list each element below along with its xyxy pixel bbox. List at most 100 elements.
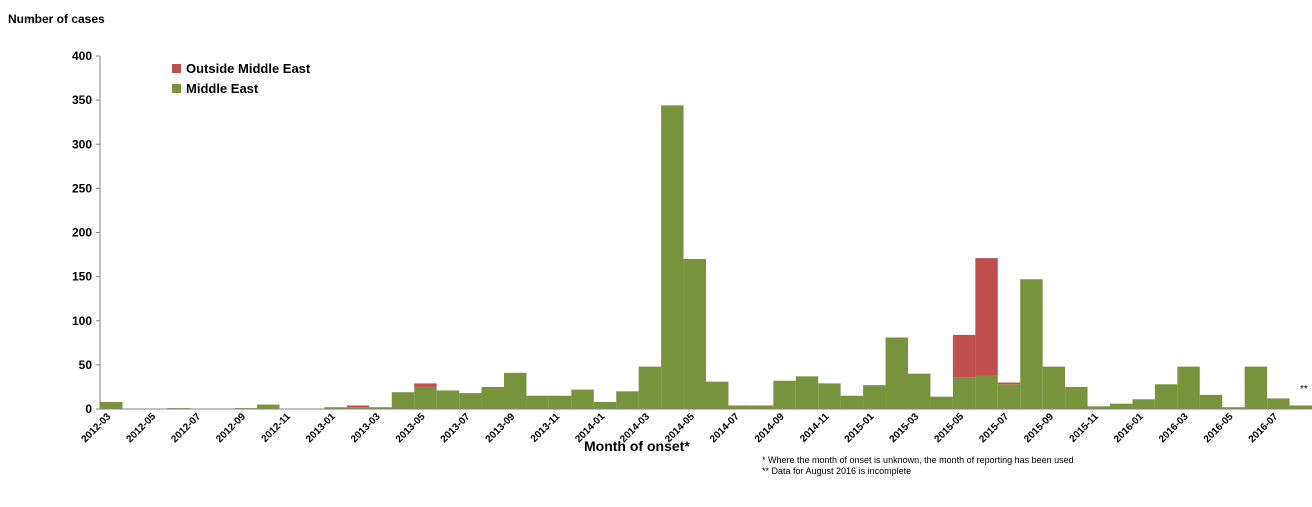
- bar-middle-east-2015-10: [1065, 386, 1088, 409]
- legend-label-middle-east: Middle East: [186, 80, 259, 96]
- bar-middle-east-2016-08: [1289, 405, 1312, 409]
- bar-middle-east-2015-07: [997, 384, 1021, 409]
- legend-swatch-outside-middle-east: [172, 63, 181, 73]
- bar-middle-east-2016-07: [1267, 398, 1290, 409]
- x-axis: 2012-03 2012-05 2012-07 2012-09 2012-11 2013-…: [80, 408, 1312, 445]
- bar-middle-east-2013-05: [414, 386, 437, 409]
- x-tick-label: 2014-09: [753, 411, 787, 445]
- x-tick-label: 2013-07: [439, 411, 473, 445]
- bar-middle-east-2014-03: [638, 366, 662, 409]
- bar-middle-east-2016-06: [1244, 366, 1268, 409]
- bar-middle-east-2014-02: [616, 391, 639, 409]
- x-tick-label: 2016-01: [1112, 411, 1146, 445]
- y-tick-label: 0: [85, 402, 92, 416]
- x-tick-label: 2013-11: [529, 411, 563, 445]
- bar-middle-east-2015-11: [1087, 406, 1110, 409]
- bar-middle-east-2014-06: [706, 381, 729, 409]
- x-tick-label: 2015-09: [1022, 411, 1056, 445]
- bar-middle-east-2012-03: [100, 401, 123, 409]
- y-tick-label: 350: [72, 93, 92, 107]
- bar-middle-east-2016-05: [1222, 407, 1245, 409]
- x-tick-label: 2015-11: [1068, 411, 1102, 445]
- bar-middle-east-2015-01: [863, 385, 886, 409]
- bar-outside-middle-east-2015-06: [975, 258, 998, 376]
- y-tick-label: 50: [79, 358, 93, 372]
- bar-middle-east-2012-10: [257, 404, 280, 409]
- bar-middle-east-2014-01: [593, 401, 617, 409]
- legend-swatch-middle-east: [172, 83, 181, 93]
- x-tick-label: 2016-05: [1202, 411, 1236, 445]
- x-tick-label: 2016-07: [1247, 411, 1281, 445]
- bar-middle-east-2014-07: [728, 405, 751, 409]
- bar-outside-middle-east-2015-05: [952, 334, 976, 378]
- bar-middle-east-2016-04: [1199, 394, 1223, 409]
- incomplete-data-marker: **: [1300, 384, 1308, 395]
- bar-middle-east-2013-02: [346, 407, 370, 409]
- bar-outside-middle-east-2015-07: [997, 382, 1021, 385]
- x-tick-label: 2015-03: [888, 411, 922, 445]
- bar-middle-east-2013-01: [324, 407, 347, 409]
- y-tick-label: 300: [72, 137, 92, 151]
- x-tick-label: 2012-09: [214, 411, 248, 445]
- bar-middle-east-2014-09: [773, 380, 796, 409]
- x-tick-label: 2013-01: [304, 411, 338, 445]
- footnote-incomplete: ** Data for August 2016 is incomplete: [762, 466, 912, 476]
- y-tick-label: 400: [72, 49, 92, 63]
- bar-middle-east-2016-01: [1132, 399, 1155, 409]
- bar-middle-east-2015-05: [952, 377, 976, 409]
- x-tick-label: 2012-11: [260, 411, 294, 445]
- bar-middle-east-2014-08: [750, 405, 774, 409]
- bar-middle-east-2016-03: [1177, 366, 1200, 409]
- bar-outside-middle-east-2013-05: [414, 383, 437, 387]
- x-tick-label: 2016-03: [1157, 411, 1191, 445]
- y-tick-label: 250: [72, 181, 92, 195]
- y-axis: 0 50 100 150 200 250 300 350 400: [72, 49, 101, 416]
- bar-middle-east-2013-11: [548, 395, 572, 409]
- x-tick-label: 2015-05: [933, 411, 967, 445]
- x-tick-label: 2013-09: [484, 411, 518, 445]
- legend: Outside Middle East Middle East: [172, 58, 310, 98]
- bar-middle-east-2013-04: [391, 392, 415, 409]
- bar-middle-east-2015-04: [930, 396, 953, 409]
- bar-middle-east-2013-03: [369, 407, 392, 409]
- bar-middle-east-2014-05: [683, 258, 706, 409]
- bar-middle-east-2014-04: [661, 105, 684, 410]
- x-tick-label: 2013-05: [394, 411, 428, 445]
- bar-middle-east-2015-03: [908, 373, 931, 409]
- legend-label-outside-middle-east: Outside Middle East: [186, 60, 311, 76]
- x-axis-title: Month of onset*: [584, 438, 690, 454]
- legend-item-outside-middle-east: Outside Middle East: [172, 58, 310, 78]
- x-tick-label: 2015-07: [977, 411, 1011, 445]
- bar-middle-east-2013-10: [526, 395, 549, 409]
- x-tick-label: 2012-03: [80, 411, 114, 445]
- bar-middle-east-2015-08: [1020, 279, 1043, 409]
- bar-middle-east-2015-02: [885, 337, 908, 409]
- x-tick-label: 2015-01: [843, 411, 877, 445]
- bar-middle-east-2014-10: [795, 376, 819, 409]
- y-tick-label: 200: [72, 226, 92, 240]
- bar-middle-east-2013-07: [459, 393, 482, 409]
- bar-middle-east-2015-06: [975, 375, 998, 409]
- x-tick-label: 2012-07: [169, 411, 203, 445]
- bar-middle-east-2013-12: [571, 389, 594, 409]
- y-tick-label: 100: [72, 314, 92, 328]
- bar-middle-east-2014-11: [818, 383, 841, 409]
- bar-middle-east-2015-12: [1110, 403, 1133, 409]
- bar-middle-east-2013-08: [481, 386, 504, 409]
- bar-outside-middle-east-2013-02: [346, 405, 370, 408]
- bar-middle-east-2015-09: [1042, 366, 1066, 409]
- bar-middle-east-2014-12: [840, 395, 864, 409]
- bar-middle-east-2013-06: [436, 390, 460, 409]
- y-axis-title: Number of cases: [8, 12, 105, 26]
- footnote-onset: * Where the month of onset is unknown, t…: [762, 455, 1074, 465]
- bars: [100, 105, 1312, 410]
- x-tick-label: 2014-07: [708, 411, 742, 445]
- bar-middle-east-2016-02: [1154, 384, 1178, 409]
- legend-item-middle-east: Middle East: [172, 78, 310, 98]
- x-tick-label: 2014-11: [798, 411, 832, 445]
- bar-middle-east-2013-09: [504, 372, 527, 409]
- y-tick-label: 150: [72, 270, 92, 284]
- x-tick-label: 2013-03: [349, 411, 383, 445]
- x-tick-label: 2012-05: [125, 411, 159, 445]
